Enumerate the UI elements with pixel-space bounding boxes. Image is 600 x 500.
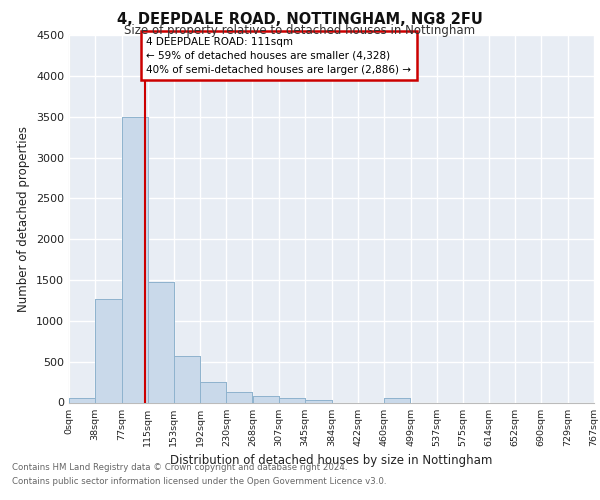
Bar — [253, 396, 279, 402]
Bar — [305, 400, 332, 402]
Bar — [279, 398, 305, 402]
Y-axis label: Number of detached properties: Number of detached properties — [17, 126, 31, 312]
Bar — [69, 398, 95, 402]
Bar — [384, 398, 410, 402]
Text: Size of property relative to detached houses in Nottingham: Size of property relative to detached ho… — [124, 24, 476, 37]
Bar — [305, 400, 332, 402]
Bar — [95, 299, 122, 403]
Bar — [95, 299, 122, 403]
Bar — [253, 396, 279, 402]
Bar — [148, 282, 173, 403]
Bar — [279, 398, 305, 402]
Bar — [174, 356, 200, 403]
Bar — [200, 382, 226, 402]
Bar — [226, 392, 253, 402]
Bar — [122, 116, 148, 403]
Text: 4 DEEPDALE ROAD: 111sqm
← 59% of detached houses are smaller (4,328)
40% of semi: 4 DEEPDALE ROAD: 111sqm ← 59% of detache… — [146, 36, 412, 74]
Bar — [200, 382, 226, 402]
Bar — [122, 116, 148, 403]
X-axis label: Distribution of detached houses by size in Nottingham: Distribution of detached houses by size … — [170, 454, 493, 467]
Bar — [174, 356, 200, 403]
Bar — [148, 282, 173, 403]
Text: Contains public sector information licensed under the Open Government Licence v3: Contains public sector information licen… — [12, 478, 386, 486]
Bar — [69, 398, 95, 402]
Bar — [226, 392, 253, 402]
Bar — [384, 398, 410, 402]
Text: 4, DEEPDALE ROAD, NOTTINGHAM, NG8 2FU: 4, DEEPDALE ROAD, NOTTINGHAM, NG8 2FU — [117, 12, 483, 28]
Text: Contains HM Land Registry data © Crown copyright and database right 2024.: Contains HM Land Registry data © Crown c… — [12, 462, 347, 471]
